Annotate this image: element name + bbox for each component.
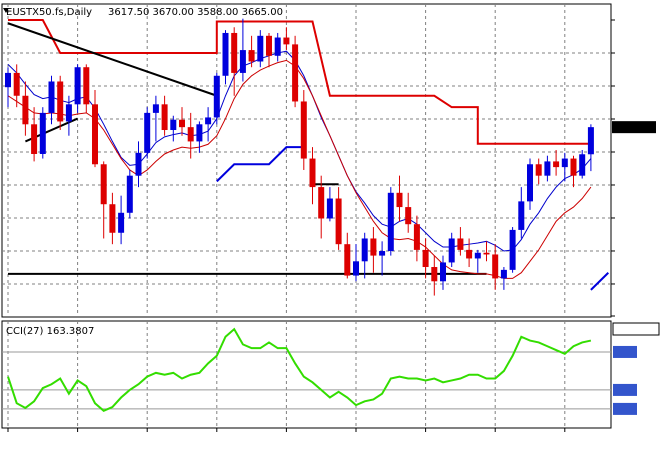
chart-ohlc: 3617.50 3670.00 3588.00 3665.00 [108, 7, 283, 18]
trendline [7, 22, 218, 97]
candle-body [179, 119, 185, 128]
candle-body [92, 104, 98, 165]
cci-tick-box [612, 322, 660, 336]
candle-body [196, 124, 203, 142]
candle-body [118, 212, 125, 233]
candle-body [440, 262, 446, 282]
candle-body [535, 164, 542, 176]
cci-tick-box [613, 383, 637, 396]
candle-body [161, 104, 168, 131]
candle-body [335, 198, 342, 245]
candle-body [431, 267, 438, 282]
candle-body [83, 67, 90, 105]
chart-symbol: EUSTX50.fs,Daily [6, 7, 92, 18]
candle-body [170, 119, 177, 131]
candle-body [544, 161, 551, 176]
candle-body [100, 164, 107, 205]
candle-body [344, 244, 351, 276]
candle-body [13, 72, 20, 96]
lower-band-line [590, 272, 610, 291]
cci-tick-box [613, 345, 637, 358]
candle-body [300, 101, 307, 159]
candle-body [48, 81, 55, 113]
candle-body [309, 158, 316, 188]
candle-body [570, 158, 577, 176]
candle-body [109, 204, 116, 233]
cci-line [7, 327, 592, 412]
candle-body [396, 192, 403, 208]
candle-body [318, 187, 325, 219]
candle-body [561, 158, 568, 168]
candle-body [326, 198, 333, 219]
candle-body [527, 164, 533, 202]
last-price-box [612, 121, 656, 134]
candle-body [135, 152, 142, 176]
candle-body [370, 238, 377, 256]
candle-body [152, 104, 159, 113]
candle-body [448, 238, 455, 263]
candle-body [579, 154, 586, 176]
cci-tick-box [613, 402, 637, 415]
candle-body [257, 35, 264, 62]
candle-body [518, 201, 525, 230]
candle-body [553, 161, 560, 168]
candle-body [387, 192, 394, 252]
cci-panel-frame [1, 320, 612, 429]
candle-body [274, 37, 281, 56]
candle-body [144, 112, 151, 153]
candle-body [379, 251, 386, 256]
candle-body [483, 252, 490, 255]
price-panel-frame [1, 3, 612, 318]
candle-body [509, 229, 516, 270]
candle-body [39, 112, 46, 154]
candle-body [587, 127, 594, 155]
candle-body [283, 37, 290, 45]
candle-body [492, 254, 499, 279]
candle-body [266, 35, 272, 56]
candle-body [222, 32, 229, 76]
candle-body [474, 252, 481, 259]
candle-body [22, 95, 29, 125]
candle-body [187, 127, 194, 142]
candle-body [74, 67, 81, 105]
candle-body [292, 44, 299, 102]
candle-body [231, 32, 238, 73]
chart-menu-icon [3, 8, 9, 13]
moving-average-1 [7, 50, 592, 252]
candle-body [57, 81, 64, 122]
candle-body [31, 124, 38, 154]
candle-body [353, 261, 359, 276]
candle-body [213, 75, 220, 118]
candle-body [5, 72, 11, 88]
lower-band-line [216, 146, 304, 183]
candle-body [361, 238, 368, 262]
candle-body [205, 117, 212, 125]
candle-body [65, 104, 72, 122]
candle-body [466, 249, 473, 259]
candle-body [500, 269, 507, 279]
candle-body [457, 238, 464, 250]
candle-body [126, 175, 133, 213]
candle-body [405, 207, 412, 225]
candle-body [422, 249, 429, 268]
upper-band-line [8, 19, 591, 145]
candle-body [239, 50, 246, 73]
candle-body [248, 50, 255, 62]
cci-label: CCI(27) 163.3807 [6, 326, 94, 337]
candle-body [413, 224, 420, 250]
